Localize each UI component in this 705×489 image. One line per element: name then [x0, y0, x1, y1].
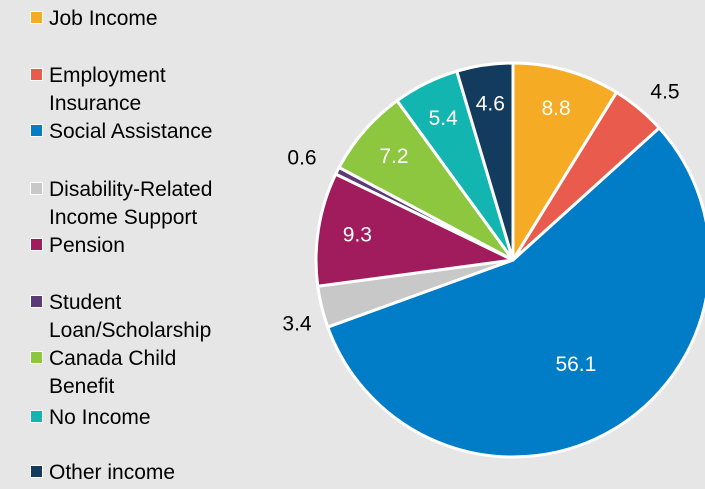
- legend-item-employment-insurance: Employment Insurance: [30, 62, 199, 118]
- legend-item-social-assistance: Social Assistance: [30, 118, 264, 146]
- slice-value-label: 56.1: [555, 353, 596, 376]
- legend-label: Pension: [49, 234, 125, 257]
- pie-slice: [455, 61, 515, 262]
- legend-swatch-student-loan-scholarship: [30, 295, 43, 308]
- slice-value-label: 5.4: [429, 107, 459, 130]
- legend-item-job-income: Job Income: [30, 5, 264, 33]
- legend-label: Employment Insurance: [49, 64, 166, 115]
- legend-label: Canada Child Benefit: [49, 347, 177, 398]
- legend-swatch-employment-insurance: [30, 68, 43, 81]
- slice-value-label: 4.6: [476, 93, 505, 116]
- legend-swatch-other-income: [30, 465, 43, 478]
- chart-legend: Job Income Employment Insurance Social A…: [0, 0, 260, 489]
- legend-item-no-income: No Income: [30, 404, 264, 432]
- legend-item-disability-related-income-support: Disability-Related Income Support: [30, 176, 249, 232]
- slice-value-label: 8.8: [541, 97, 570, 120]
- legend-label: Disability-Related Income Support: [49, 178, 213, 229]
- legend-swatch-pension: [30, 238, 43, 251]
- legend-label: Job Income: [49, 7, 158, 30]
- legend-swatch-canada-child-benefit: [30, 351, 43, 364]
- legend-swatch-disability-related-income-support: [30, 182, 43, 195]
- slice-value-label: 0.6: [287, 147, 316, 170]
- legend-swatch-social-assistance: [30, 124, 43, 137]
- legend-label: No Income: [49, 406, 151, 429]
- legend-swatch-job-income: [30, 11, 43, 24]
- slice-value-label: 4.5: [650, 81, 679, 104]
- legend-item-student-loan-scholarship: Student Loan/Scholarship: [30, 289, 249, 345]
- slice-value-label: 3.4: [282, 313, 312, 336]
- legend-label: Other income: [49, 461, 176, 484]
- legend-swatch-no-income: [30, 410, 43, 423]
- slice-value-label: 7.2: [379, 145, 408, 168]
- legend-item-canada-child-benefit: Canada Child Benefit: [30, 345, 209, 401]
- legend-item-pension: Pension: [30, 232, 264, 260]
- slice-value-label: 9.3: [343, 224, 372, 247]
- pie-slice: [511, 61, 619, 262]
- legend-label: Student Loan/Scholarship: [49, 291, 212, 342]
- legend-label: Social Assistance: [49, 120, 213, 143]
- legend-item-other-income: Other income: [30, 459, 264, 487]
- pie-slice: [314, 172, 515, 288]
